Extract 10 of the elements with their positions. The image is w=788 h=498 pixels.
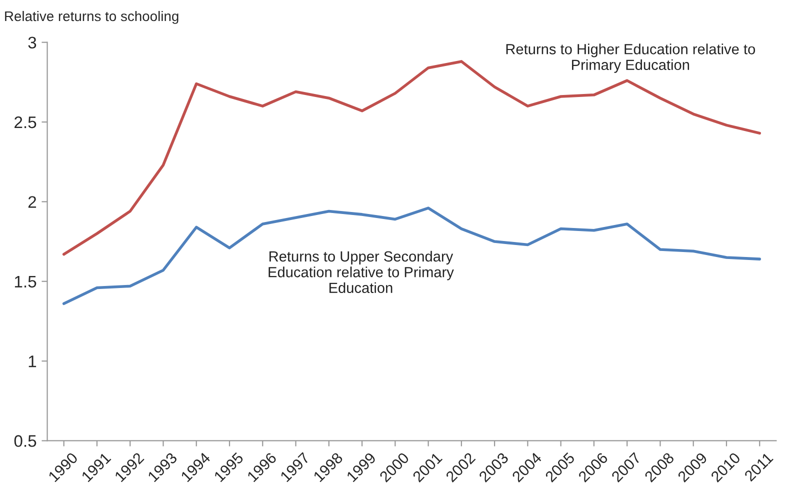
y-tick-label: 3: [28, 36, 36, 49]
y-tick-label: 2.5: [14, 116, 36, 128]
y-tick-label: 2: [28, 196, 36, 208]
series-label: Returns to Higher Education relative to Primary Education: [506, 44, 756, 73]
y-tick-label: 1.5: [14, 276, 36, 288]
y-tick-label: 0.5: [14, 435, 36, 447]
y-axis-title: Relative returns to schooling: [5, 10, 178, 24]
line-series: [62, 206, 762, 306]
series-label: Returns to Upper Secondary Education relative to Primary Education: [268, 250, 454, 294]
y-tick-label: 1: [28, 356, 36, 368]
